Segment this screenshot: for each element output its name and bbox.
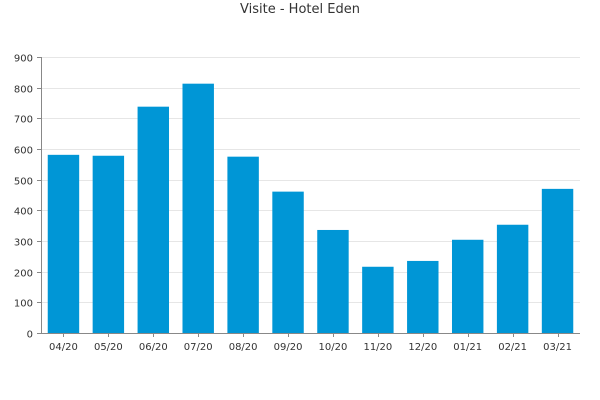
grid-lines	[41, 57, 580, 303]
x-tick-label: 01/21	[453, 342, 482, 353]
bar	[182, 83, 214, 334]
x-tick-label: 07/20	[184, 342, 213, 353]
x-tick-label: 04/20	[49, 342, 78, 353]
bars	[47, 83, 574, 334]
y-tick-label: 200	[14, 269, 33, 280]
y-tick-label: 0	[27, 330, 33, 341]
bar	[496, 224, 529, 333]
y-tick-labels: 0 100 200 300 400 500 600 700 800 900	[14, 54, 33, 341]
bar	[137, 106, 170, 334]
bar	[541, 188, 574, 333]
x-tick-label: 12/20	[408, 342, 437, 353]
y-tick-label: 600	[14, 146, 33, 157]
bar	[317, 229, 349, 333]
bar	[227, 156, 259, 333]
y-tick-label: 400	[14, 207, 33, 218]
y-tick-label: 700	[14, 115, 33, 126]
bar	[451, 239, 484, 333]
y-tick-label: 300	[14, 238, 33, 249]
y-tick-label: 500	[14, 177, 33, 188]
x-tick-labels: 04/20 05/20 06/20 07/20 08/20 09/20 10/20 11/20…	[49, 342, 572, 353]
x-tick-label: 03/21	[543, 342, 572, 353]
x-tick-label: 11/20	[363, 342, 392, 353]
y-tick-label: 900	[14, 54, 33, 65]
x-tick-label: 05/20	[94, 342, 123, 353]
x-tick-label: 02/21	[498, 342, 527, 353]
chart-title: Visite - Hotel Eden	[240, 2, 360, 17]
x-tick-label: 10/20	[319, 342, 348, 353]
x-tick-label: 06/20	[139, 342, 168, 353]
x-tick-label: 08/20	[229, 342, 258, 353]
bar	[272, 191, 304, 333]
axes	[37, 57, 580, 337]
y-tick-label: 800	[14, 85, 33, 96]
bar	[407, 260, 439, 333]
bar	[92, 155, 125, 333]
x-tick-label: 09/20	[274, 342, 303, 353]
y-tick-label: 100	[14, 299, 33, 310]
bar	[47, 154, 80, 333]
bar	[362, 266, 394, 333]
